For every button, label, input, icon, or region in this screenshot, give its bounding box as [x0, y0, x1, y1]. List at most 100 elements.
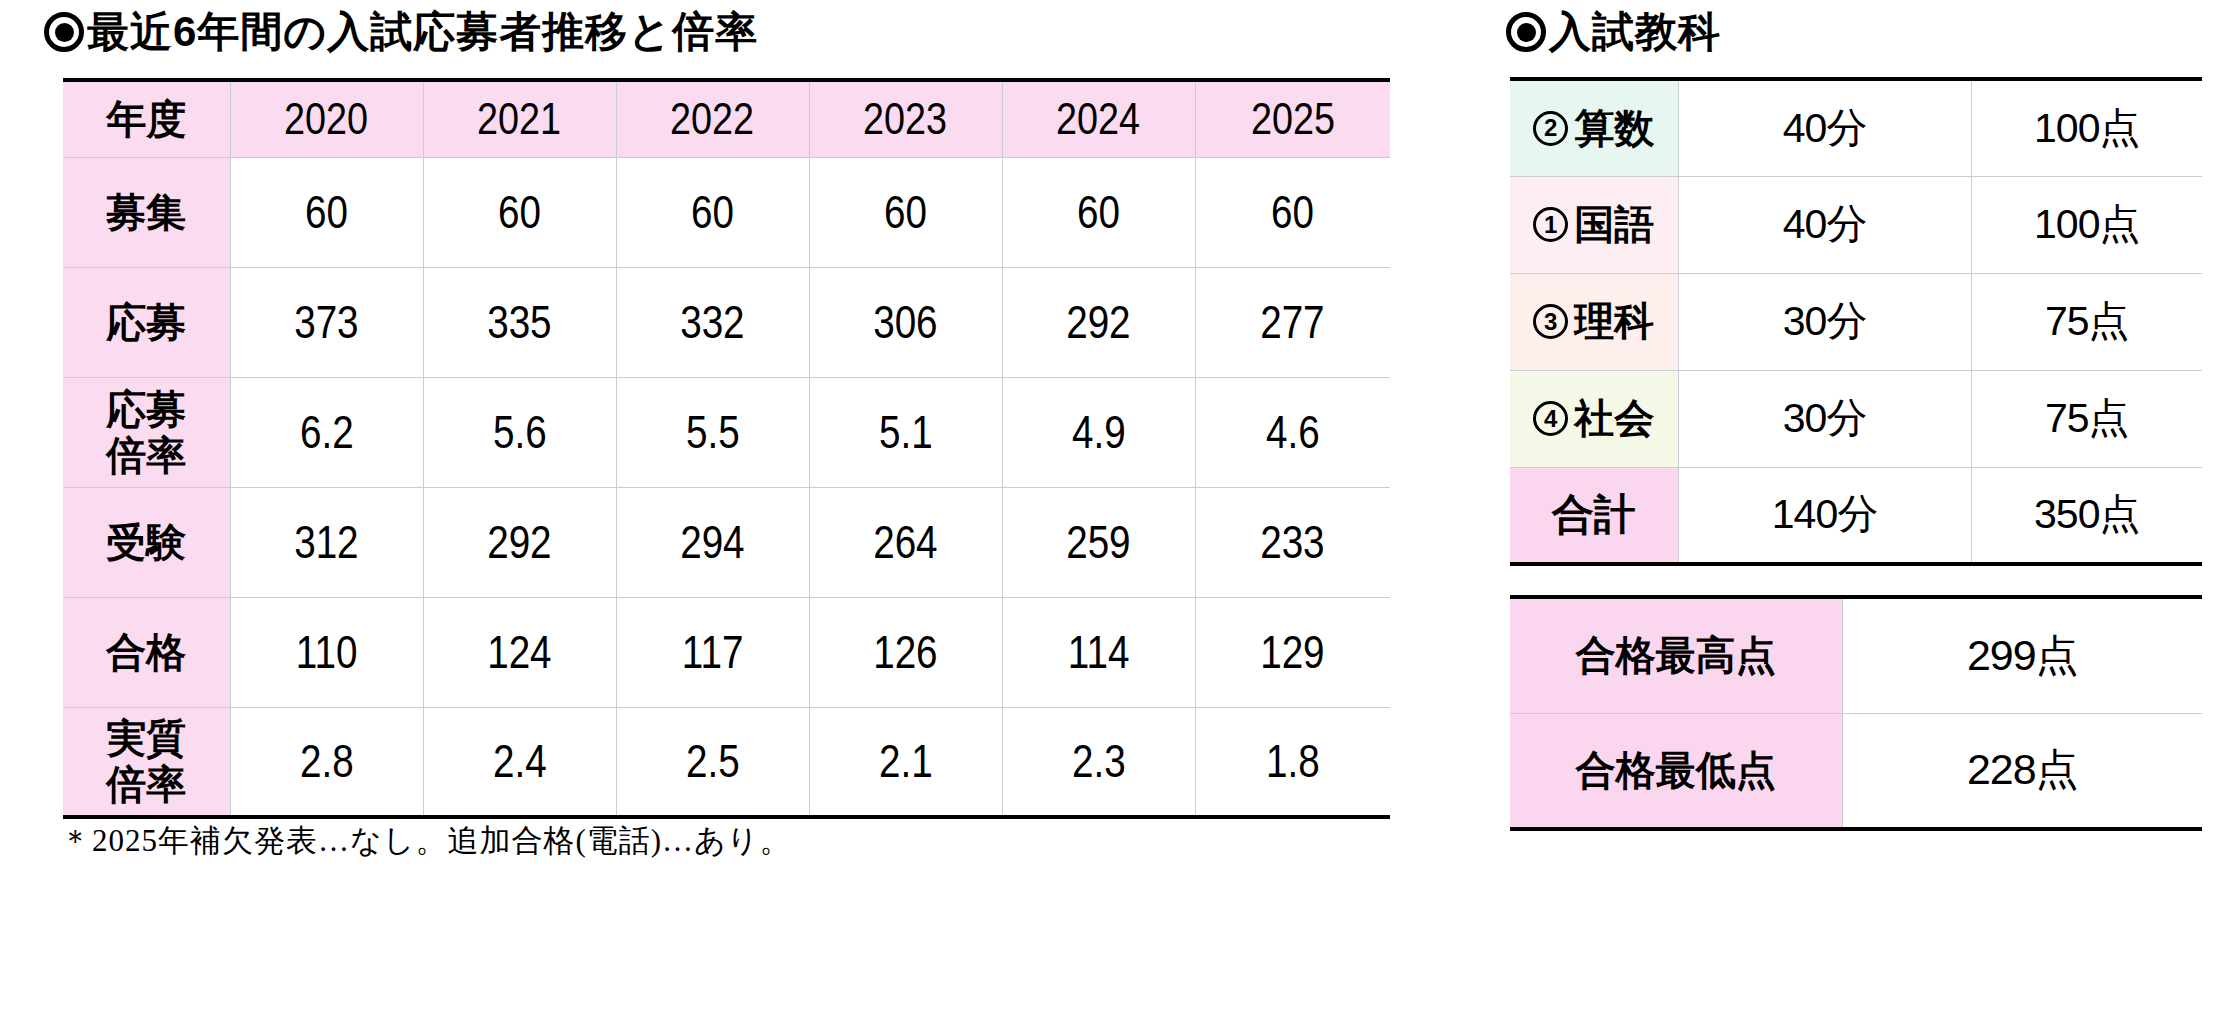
- subject-row-science: 3 理科 30分 75点: [1510, 273, 2202, 370]
- cell-value: 2.1: [879, 734, 933, 788]
- value-cell: 277: [1195, 267, 1390, 377]
- fisheye-bullet-icon: [44, 12, 84, 52]
- subject-time: 30分: [1783, 298, 1867, 344]
- header-year-2020: 2020: [230, 80, 423, 157]
- cell-value: 332: [680, 295, 744, 349]
- value-cell: 292: [1002, 267, 1195, 377]
- row-label: 受験: [63, 487, 230, 597]
- subject-name: 理科: [1574, 294, 1654, 349]
- fisheye-bullet-icon: [1506, 12, 1546, 52]
- cell-value: 335: [487, 295, 551, 349]
- cell-value: 126: [873, 625, 937, 679]
- value-cell: 110: [230, 597, 423, 707]
- score-value: 299点: [1967, 631, 2078, 679]
- value-cell: 312: [230, 487, 423, 597]
- subject-label-cell: 3 理科: [1510, 273, 1678, 370]
- value-cell: 5.1: [809, 377, 1002, 487]
- fisheye-dot: [55, 23, 74, 42]
- table-row-recruitment: 募集 60 60 60 60 60 60: [63, 157, 1390, 267]
- year-value: 2022: [670, 93, 754, 145]
- row-label: 実質 倍率: [63, 707, 230, 817]
- score-value-cell: 299点: [1842, 597, 2202, 713]
- cell-value: 5.5: [686, 405, 740, 459]
- header-year-2025: 2025: [1195, 80, 1390, 157]
- cell-value: 259: [1066, 515, 1130, 569]
- total-label-cell: 合計: [1510, 467, 1678, 564]
- pass-scores-table: 合格最高点 299点 合格最低点 228点: [1510, 595, 2202, 831]
- applicants-section-title: 最近6年間の入試応募者推移と倍率: [44, 4, 758, 60]
- score-row-label: 合格最低点: [1510, 713, 1842, 829]
- value-cell: 4.6: [1195, 377, 1390, 487]
- value-cell: 60: [1002, 157, 1195, 267]
- value-cell: 2.5: [616, 707, 809, 817]
- subject-score: 100点: [2034, 201, 2139, 247]
- row-label: 合格: [63, 597, 230, 707]
- subject-name: 算数: [1574, 101, 1654, 156]
- header-year-2024: 2024: [1002, 80, 1195, 157]
- subject-label-cell: 1 国語: [1510, 176, 1678, 273]
- score-value: 228点: [1967, 745, 2078, 793]
- subject-score-cell: 100点: [1971, 79, 2202, 176]
- applicants-title-text: 最近6年間の入試応募者推移と倍率: [87, 4, 758, 60]
- table-row-application-ratio: 応募 倍率 6.2 5.6 5.5 5.1 4.9 4.6: [63, 377, 1390, 487]
- subject-score: 75点: [2045, 395, 2129, 441]
- cell-value: 2.5: [686, 734, 740, 788]
- subjects-section-title: 入試教科: [1506, 4, 1721, 60]
- cell-value: 4.6: [1266, 405, 1320, 459]
- circled-number: 4: [1533, 401, 1568, 436]
- cell-value: 2.8: [300, 734, 354, 788]
- value-cell: 2.4: [423, 707, 616, 817]
- subjects-table: 2 算数 40分 100点 1 国語 40分 100点 3 理科 30分 75点: [1510, 77, 2202, 566]
- value-cell: 2.8: [230, 707, 423, 817]
- value-cell: 264: [809, 487, 1002, 597]
- value-cell: 294: [616, 487, 809, 597]
- cell-value: 6.2: [300, 405, 354, 459]
- cell-value: 233: [1261, 515, 1325, 569]
- value-cell: 335: [423, 267, 616, 377]
- total-score-cell: 350点: [1971, 467, 2202, 564]
- header-year-2022: 2022: [616, 80, 809, 157]
- cell-value: 60: [1077, 185, 1120, 239]
- year-value: 2020: [284, 93, 368, 145]
- subject-score: 100点: [2034, 105, 2139, 151]
- cell-value: 117: [682, 625, 744, 679]
- value-cell: 2.1: [809, 707, 1002, 817]
- total-label: 合計: [1552, 491, 1636, 538]
- total-time: 140分: [1772, 491, 1877, 537]
- subject-time: 30分: [1783, 395, 1867, 441]
- value-cell: 1.8: [1195, 707, 1390, 817]
- subject-time-cell: 30分: [1678, 370, 1971, 467]
- cell-value: 60: [884, 185, 927, 239]
- subject-time: 40分: [1783, 201, 1867, 247]
- cell-value: 292: [1066, 295, 1130, 349]
- cell-value: 124: [487, 625, 551, 679]
- total-time-cell: 140分: [1678, 467, 1971, 564]
- value-cell: 60: [423, 157, 616, 267]
- score-row-lowest: 合格最低点 228点: [1510, 713, 2202, 829]
- fisheye-dot: [1517, 23, 1536, 42]
- footnote: ＊2025年補欠発表…なし。追加合格(電話)…あり。: [60, 820, 792, 862]
- value-cell: 60: [1195, 157, 1390, 267]
- year-value: 2023: [863, 93, 947, 145]
- value-cell: 259: [1002, 487, 1195, 597]
- row-label: 募集: [63, 157, 230, 267]
- cell-value: 60: [498, 185, 541, 239]
- subject-row-japanese: 1 国語 40分 100点: [1510, 176, 2202, 273]
- subject-score-cell: 75点: [1971, 273, 2202, 370]
- value-cell: 124: [423, 597, 616, 707]
- subject-name: 国語: [1574, 197, 1654, 252]
- value-cell: 332: [616, 267, 809, 377]
- header-year-2021: 2021: [423, 80, 616, 157]
- circled-number: 2: [1533, 111, 1568, 146]
- year-value: 2025: [1251, 93, 1335, 145]
- cell-value: 277: [1261, 295, 1325, 349]
- value-cell: 2.3: [1002, 707, 1195, 817]
- subject-label-cell: 4 社会: [1510, 370, 1678, 467]
- subject-row-total: 合計 140分 350点: [1510, 467, 2202, 564]
- table-row-applications: 応募 373 335 332 306 292 277: [63, 267, 1390, 377]
- cell-value: 306: [873, 295, 937, 349]
- cell-value: 292: [487, 515, 551, 569]
- row-label: 応募 倍率: [63, 377, 230, 487]
- subject-time: 40分: [1783, 105, 1867, 151]
- cell-value: 129: [1261, 625, 1325, 679]
